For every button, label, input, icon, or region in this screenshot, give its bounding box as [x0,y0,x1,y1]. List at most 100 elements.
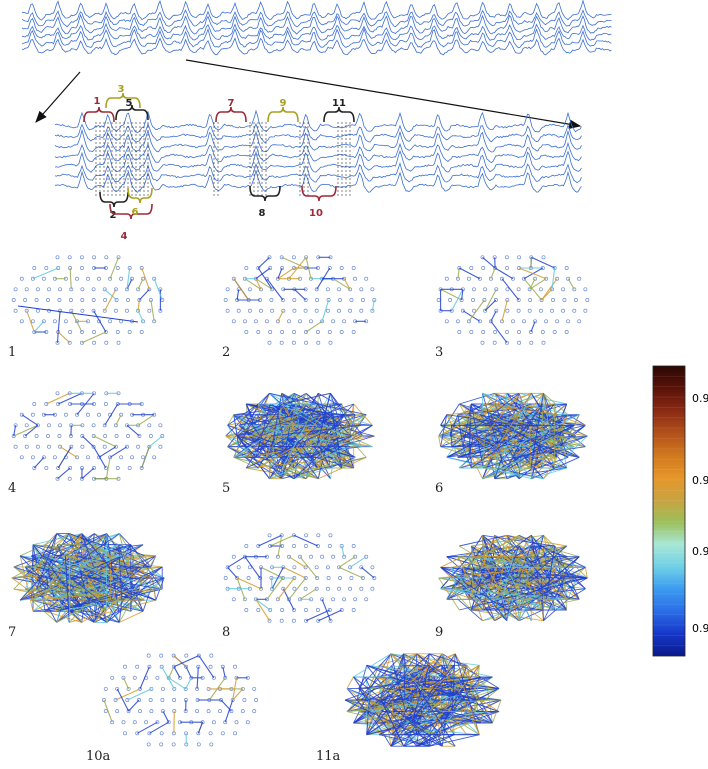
connectivity-edge [238,414,257,447]
electrode-node [159,653,164,658]
connectivity-edge [299,556,318,579]
electrode-node [75,412,79,417]
electrode-node [328,340,333,345]
electrode-node [279,618,284,623]
connectivity-edge [470,403,484,469]
connectivity-edge [93,610,120,623]
connectivity-edge [462,310,481,322]
connectivity-edge [404,699,447,724]
electrode-node [527,308,532,313]
electrode-node [113,423,118,428]
connectivity-edge [271,567,284,589]
connectivity-edge [531,456,580,480]
electrode-node [46,434,50,438]
electrode-node [492,340,497,345]
connectivity-edge [233,424,284,458]
electrode-node [275,597,280,602]
electrode-node [80,308,85,313]
electrode-node [86,276,90,281]
connectivity-edge [379,653,417,666]
network-panel-3: 3 [435,255,590,360]
segment-label: 1 [94,96,101,107]
electrode-node [67,340,72,345]
connectivity-edge [246,446,284,469]
electrode-node [259,308,263,313]
electrode-node [309,554,313,559]
segment-bracket [109,203,153,220]
connectivity-edge [232,677,238,701]
connectivity-edge [327,435,352,448]
electrode-node [244,266,249,270]
electrode-node [280,330,285,334]
panel-label: 5 [222,481,230,496]
connectivity-edge [484,393,520,437]
connectivity-edge [222,666,226,678]
electrode-node [41,455,46,460]
electrode-node [23,298,28,302]
connectivity-edge [428,664,468,689]
electrode-node [480,340,485,345]
electrode-node [102,287,107,292]
electrode-node [24,423,29,428]
connectivity-edge [162,710,170,723]
connectivity-edge [392,687,500,701]
connectivity-edge [376,676,453,713]
electrode-node [269,298,274,302]
electrode-node [291,340,296,345]
connectivity-edge [483,467,544,480]
electrode-node [316,340,321,345]
electrode-node [34,434,39,438]
electrode-node [244,608,249,612]
connectivity-edge [562,567,568,611]
connectivity-edge [584,567,588,579]
connectivity-edge [246,424,340,469]
segment-bracket [83,106,115,123]
connectivity-edge [68,533,111,557]
connectivity-edge [244,278,262,290]
connectivity-edge [552,424,575,437]
electrode-node [115,466,120,470]
electrode-node [480,255,485,260]
electrode-node [242,597,247,602]
electrode-node [281,586,286,591]
electrode-node [351,266,356,270]
electrode-node [292,544,296,548]
connectivity-edge [236,289,240,301]
connectivity-edge [244,556,261,579]
connectivity-edge [446,414,519,426]
electrode-node [303,308,308,313]
connectivity-edge [31,566,83,601]
connectivity-edge [118,544,130,579]
connectivity-edge [126,267,131,290]
electrode-node [233,731,237,736]
electrode-node [30,319,35,324]
electrode-node [75,455,79,460]
electrode-node [505,330,509,334]
connectivity-edge [451,403,484,426]
electrode-node [339,266,344,270]
connectivity-edge [482,435,485,469]
electrode-node [331,554,336,559]
electrode-node [444,276,449,281]
connectivity-edge [541,288,553,301]
eeg-trace-line [21,9,612,28]
connectivity-edge [104,403,119,426]
electrode-node [533,319,538,324]
electrode-node [92,340,97,345]
connectivity-edge [13,424,39,437]
electrode-node [252,709,257,714]
connectivity-edge [81,533,129,590]
electrode-node [195,709,200,714]
connectivity-edge [293,467,330,480]
connectivity-edge [381,653,417,689]
connectivity-edge [109,446,128,458]
electrode-node [349,298,354,302]
connectivity-edge [238,446,268,458]
connectivity-edge [380,699,417,747]
connectivity-edge [365,711,418,724]
electrode-node [30,455,35,460]
electrode-node [583,287,588,292]
eeg-trace-line [21,13,612,35]
connectivity-edge [366,711,476,736]
electrode-node [115,686,120,691]
